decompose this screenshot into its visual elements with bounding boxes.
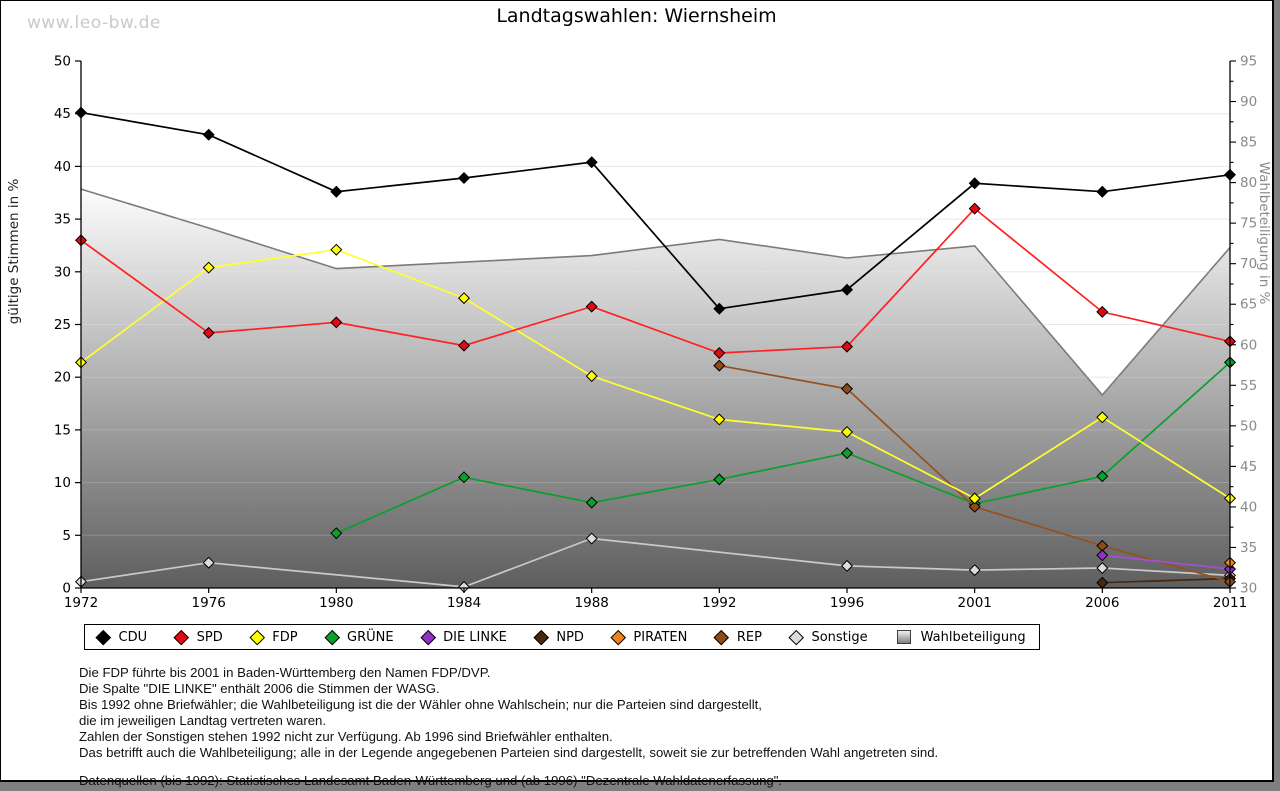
svg-text:45: 45 xyxy=(1240,459,1257,475)
svg-text:85: 85 xyxy=(1240,135,1257,151)
svg-text:75: 75 xyxy=(1240,216,1257,232)
legend-diamond-swatch xyxy=(249,629,265,645)
series-area-wahlbeteiligung xyxy=(80,188,1231,588)
svg-text:65: 65 xyxy=(1240,297,1257,313)
footnote-line: Die Spalte "DIE LINKE" enthält 2006 die … xyxy=(79,681,440,697)
svg-text:90: 90 xyxy=(1240,94,1257,110)
svg-text:10: 10 xyxy=(54,475,71,491)
legend-item-sonstige: Sonstige xyxy=(788,629,868,645)
right-axis-title: Wahlbeteiligung in % xyxy=(1256,162,1272,305)
legend-item-fdp: FDP xyxy=(249,629,298,645)
left-axis-title: gültige Stimmen in % xyxy=(6,179,22,325)
svg-text:35: 35 xyxy=(1240,540,1257,556)
svg-text:30: 30 xyxy=(54,264,71,280)
legend-diamond-swatch xyxy=(788,629,804,645)
svg-text:80: 80 xyxy=(1240,175,1257,191)
footnote-line: Bis 1992 ohne Briefwähler; die Wahlbetei… xyxy=(79,697,762,713)
legend-area-swatch xyxy=(896,630,911,644)
legend-label: NPD xyxy=(556,629,584,645)
legend-label: Wahlbeteiligung xyxy=(920,629,1026,645)
page-title: Landtagswahlen: Wiernsheim xyxy=(496,5,777,27)
svg-text:1988: 1988 xyxy=(575,595,609,611)
svg-text:45: 45 xyxy=(54,106,71,122)
footnote-line: Die FDP führte bis 2001 in Baden-Württem… xyxy=(79,665,491,680)
axes: 0 5 10 15 20 25 30 35 40 45 50 1972 1976 1980 1984 1988… xyxy=(6,54,1272,612)
svg-text:70: 70 xyxy=(1240,256,1257,272)
svg-text:1976: 1976 xyxy=(192,595,226,611)
svg-text:95: 95 xyxy=(1240,54,1257,70)
svg-text:15: 15 xyxy=(54,422,71,438)
svg-text:1984: 1984 xyxy=(447,595,481,611)
svg-text:5: 5 xyxy=(62,528,71,544)
legend-diamond-swatch xyxy=(324,629,340,645)
svg-text:40: 40 xyxy=(54,159,71,175)
footnote-line: Das betrifft auch die Wahlbeteiligung; a… xyxy=(79,745,939,761)
svg-text:2011: 2011 xyxy=(1213,595,1247,611)
svg-text:1992: 1992 xyxy=(702,595,736,611)
svg-text:40: 40 xyxy=(1240,499,1257,515)
legend-label: REP xyxy=(736,629,762,645)
source-line: Datenquellen (bis 1992): Statistisches L… xyxy=(79,772,783,788)
legend-label: PIRATEN xyxy=(633,629,688,645)
watermark: www.leo-bw.de xyxy=(27,13,161,33)
legend-item-spd: SPD xyxy=(173,629,223,645)
legend-diamond-swatch xyxy=(714,629,730,645)
legend-label: FDP xyxy=(272,629,298,645)
svg-text:50: 50 xyxy=(54,54,71,70)
footnote-line: die im jeweiligen Landtag vertreten ware… xyxy=(79,713,327,729)
footnotes: Die FDP führte bis 2001 in Baden-Württem… xyxy=(79,665,938,789)
svg-text:1980: 1980 xyxy=(319,595,353,611)
legend-label: SPD xyxy=(196,629,223,645)
series-GRÜNE xyxy=(330,356,1237,540)
footnote-line: Zahlen der Sonstigen stehen 1992 nicht z… xyxy=(79,729,613,745)
legend-label: CDU xyxy=(118,629,148,645)
legend-diamond-swatch xyxy=(533,629,549,645)
legend-label: GRÜNE xyxy=(347,629,394,645)
election-line-chart: 0 5 10 15 20 25 30 35 40 45 50 1972 1976 1980 1984 1988… xyxy=(6,54,1272,612)
series-DIE-LINKE xyxy=(1096,549,1237,576)
legend-diamond-swatch xyxy=(95,629,111,645)
legend-label: DIE LINKE xyxy=(443,629,507,645)
legend-item-grüne: GRÜNE xyxy=(324,629,394,645)
legend-item-wahlbeteiligung: Wahlbeteiligung xyxy=(896,629,1026,645)
svg-text:55: 55 xyxy=(1240,378,1257,394)
legend-item-die-linke: DIE LINKE xyxy=(420,629,507,645)
svg-text:0: 0 xyxy=(62,581,71,597)
legend: CDU SPD FDP GRÜNE DIE LINKE NPD PIRATEN REP Sons… xyxy=(84,624,1040,650)
legend-label: Sonstige xyxy=(811,629,868,645)
gridlines-overlay xyxy=(81,113,1230,536)
svg-text:1996: 1996 xyxy=(830,595,864,611)
legend-diamond-swatch xyxy=(610,629,626,645)
svg-text:60: 60 xyxy=(1240,337,1257,353)
svg-text:25: 25 xyxy=(54,317,71,333)
legend-diamond-swatch xyxy=(173,629,189,645)
series-CDU xyxy=(74,106,1237,315)
svg-text:2006: 2006 xyxy=(1085,595,1119,611)
legend-diamond-swatch xyxy=(420,629,436,645)
svg-text:2001: 2001 xyxy=(958,595,992,611)
legend-item-cdu: CDU xyxy=(95,629,148,645)
svg-text:20: 20 xyxy=(54,370,71,386)
svg-text:30: 30 xyxy=(1240,581,1257,597)
legend-item-npd: NPD xyxy=(533,629,584,645)
svg-text:35: 35 xyxy=(54,212,71,228)
legend-item-piraten: PIRATEN xyxy=(610,629,688,645)
legend-item-rep: REP xyxy=(714,629,762,645)
svg-text:50: 50 xyxy=(1240,418,1257,434)
svg-text:1972: 1972 xyxy=(64,595,98,611)
